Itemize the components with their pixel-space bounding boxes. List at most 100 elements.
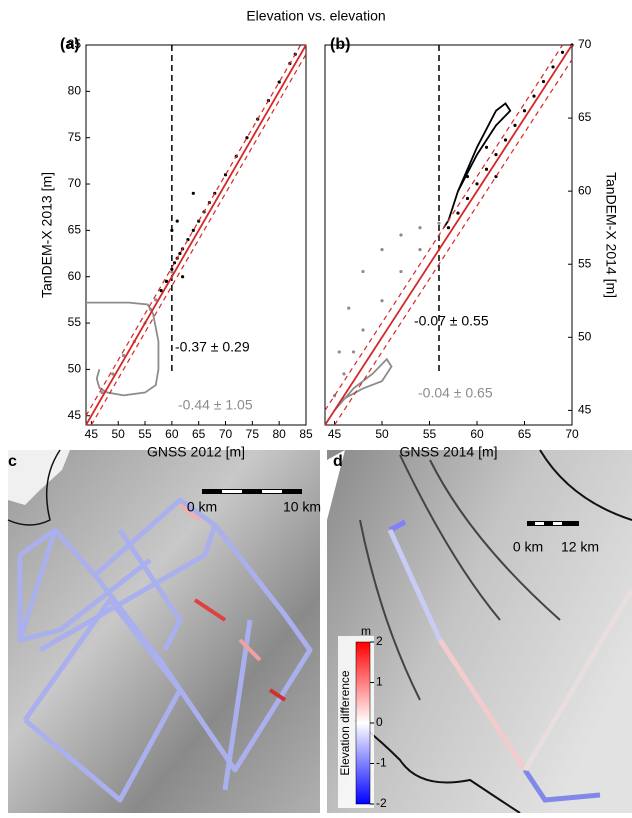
colorbar-tick-label: 1: [376, 675, 383, 689]
data-point: [551, 65, 555, 69]
ice-shelf: [8, 450, 70, 505]
x-tick-label: 50: [112, 427, 126, 441]
data-point: [342, 372, 346, 376]
scale-label: 0 km: [187, 499, 217, 515]
scatter-panel: 45 50 55 60 65 70 75 80 85 45 50 55 60 65 70 75 80 85 GNSS…: [39, 36, 313, 459]
colorbar-tick-label: -1: [376, 756, 387, 770]
y-tick-label: 65: [578, 110, 592, 124]
y-tick-label: 55: [68, 315, 82, 329]
x-tick-label: 70: [219, 427, 233, 441]
x-axis-label: GNSS 2012 [m]: [147, 444, 245, 460]
x-tick-label: 50: [375, 427, 389, 441]
y-tick-label: 60: [578, 183, 592, 197]
data-line: [324, 44, 573, 426]
track-highlights: [178, 503, 287, 702]
data-line: [86, 301, 160, 397]
map-d: d 0 km 12 km m Elevation difference 2 1 0 -…: [327, 449, 632, 814]
data-point: [380, 248, 384, 252]
x-tick-label: 60: [470, 427, 484, 441]
data-point: [418, 248, 422, 252]
data-point: [380, 299, 384, 303]
map-edge: [327, 450, 345, 520]
data-point: [159, 289, 163, 293]
panel-label: (b): [330, 36, 350, 53]
map-background: [327, 450, 632, 813]
x-tick-label: 85: [299, 427, 313, 441]
y-tick-label: 45: [578, 403, 592, 417]
y-tick-label: 50: [68, 362, 82, 376]
y-tick-label: 65: [68, 223, 82, 237]
y-tick-label: 70: [68, 176, 82, 190]
data-point: [175, 219, 179, 223]
coastline: [359, 454, 561, 701]
data-point: [178, 251, 182, 256]
data-point: [446, 226, 451, 230]
x-tick-label: 80: [272, 427, 286, 441]
data-point: [245, 136, 249, 140]
data-point: [277, 80, 281, 84]
data-point: [465, 196, 470, 201]
data-point: [494, 153, 498, 157]
x-tick-label: 45: [85, 427, 99, 441]
y-tick-label: 60: [68, 269, 82, 283]
data-point: [465, 174, 470, 179]
scale-label: 10 km: [283, 499, 321, 515]
survey-tracks: [387, 519, 632, 803]
x-tick-label: 65: [518, 427, 532, 441]
scatter-panel: 45 50 55 60 65 70 45 50 55 60 65 70 GNSS 2014 [m] Tan…: [324, 36, 619, 460]
data-point: [337, 350, 341, 354]
data-point: [361, 269, 365, 274]
dashed-line: [324, 44, 564, 411]
data-point: [560, 50, 565, 54]
panel-label: c: [8, 453, 17, 470]
y-tick-label: 45: [68, 408, 82, 422]
data-point: [418, 226, 422, 230]
x-tick-label: 75: [246, 427, 260, 441]
data-point: [347, 306, 351, 310]
dashed-line: [333, 59, 573, 426]
y-axis-label: TanDEM-X 2014 [m]: [603, 172, 619, 298]
x-tick-label: 65: [192, 427, 206, 441]
data-line: [333, 357, 393, 411]
y-axis-label: TanDEM-X 2013 [m]: [39, 172, 55, 298]
x-tick-label: 60: [165, 427, 179, 441]
data-line: [85, 44, 307, 426]
data-point: [191, 191, 195, 195]
annotation: -0.07 ± 0.55: [414, 313, 489, 329]
annotation: -0.37 ± 0.29: [175, 339, 250, 355]
map-c: c 0 km 10 km: [7, 449, 321, 813]
colorbar-label: Elevation difference: [338, 670, 352, 776]
data-point: [154, 298, 158, 302]
data-point: [456, 211, 460, 215]
y-tick-label: 70: [578, 37, 592, 51]
data-point: [170, 267, 174, 271]
colorbar-tick-label: -2: [376, 796, 387, 810]
data-point: [399, 233, 403, 237]
colorbar-tick-label: 0: [376, 715, 383, 729]
figure-title: Elevation vs. elevation: [246, 8, 385, 24]
x-axis-label: GNSS 2014 [m]: [399, 444, 497, 460]
data-point: [111, 372, 115, 376]
coastline: [354, 719, 521, 814]
panel-label: (a): [60, 36, 80, 53]
charts: 45 50 55 60 65 70 75 80 85 45 50 55 60 65 70 75 80 85 GNSS…: [39, 36, 620, 459]
data-point: [191, 228, 195, 232]
panel-label: d: [333, 453, 343, 470]
data-point: [170, 228, 174, 232]
survey-tracks: [17, 497, 313, 803]
colorbar-ticks: 2 1 0 -1 -2: [370, 634, 387, 810]
data-point: [170, 270, 174, 274]
data-point: [484, 167, 489, 171]
data-point: [351, 350, 356, 354]
data-point: [522, 109, 527, 113]
x-tick-label: 55: [138, 427, 152, 441]
scale-bar: [202, 489, 302, 494]
data-point: [164, 279, 169, 283]
data-point: [180, 275, 185, 279]
y-tick-label: 75: [68, 130, 82, 144]
annotation: -0.44 ± 1.05: [178, 397, 253, 413]
data-point: [484, 145, 489, 149]
data-point: [100, 390, 104, 395]
coastline: [539, 449, 632, 521]
